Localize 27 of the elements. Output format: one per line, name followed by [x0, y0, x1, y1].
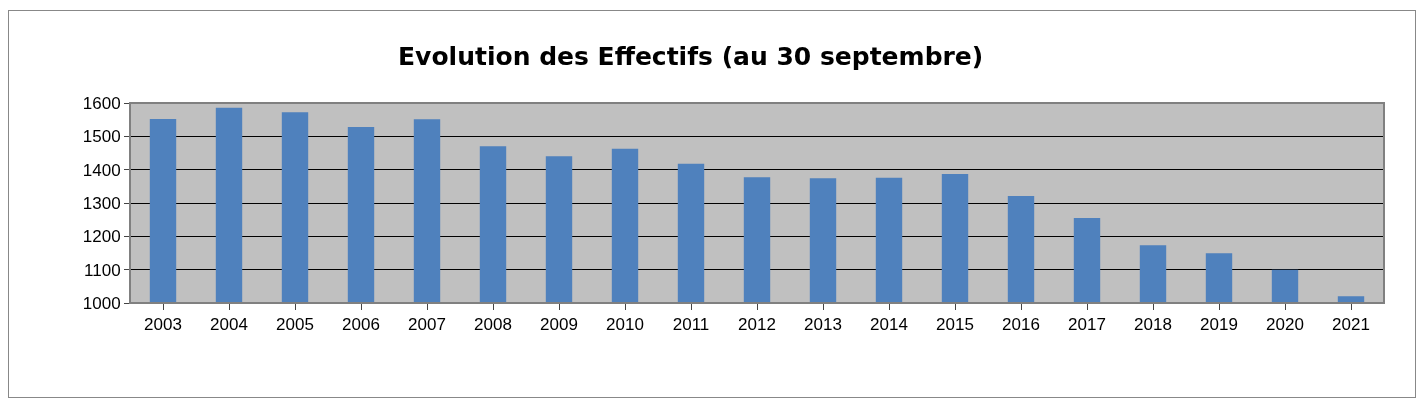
y-tick-label: 1000 [82, 293, 121, 313]
x-tick-label: 2005 [276, 315, 314, 335]
y-tick-label: 1600 [82, 93, 121, 113]
x-tick-label: 2012 [738, 315, 776, 335]
y-tick-label: 1200 [82, 227, 121, 247]
y-tick-label: 1400 [82, 160, 121, 180]
x-tick-label: 2010 [606, 315, 644, 335]
x-tick-label: 2016 [1002, 315, 1040, 335]
x-tick-label: 2011 [672, 315, 710, 335]
y-tick-label: 1100 [84, 260, 121, 280]
x-tick-label: 2007 [408, 315, 446, 335]
x-tick-label: 2015 [936, 315, 974, 335]
x-tick-label: 2013 [804, 315, 842, 335]
x-tick-label: 2014 [870, 315, 908, 335]
y-tick-label: 1300 [82, 193, 121, 213]
x-tick-label: 2006 [342, 315, 380, 335]
x-tick-label: 2009 [540, 315, 578, 335]
x-tick-label: 2003 [144, 315, 182, 335]
x-tick-label: 2018 [1134, 315, 1172, 335]
chart-title: Evolution des Effectifs (au 30 septembre) [398, 41, 984, 71]
x-tick-label: 2021 [1332, 315, 1370, 335]
x-tick-label: 2008 [474, 315, 512, 335]
x-tick-label: 2019 [1200, 315, 1238, 335]
x-tick-label: 2017 [1068, 315, 1106, 335]
x-tick-label: 2020 [1266, 315, 1304, 335]
y-tick-label: 1500 [82, 127, 121, 147]
x-tick-label: 2004 [210, 315, 248, 335]
